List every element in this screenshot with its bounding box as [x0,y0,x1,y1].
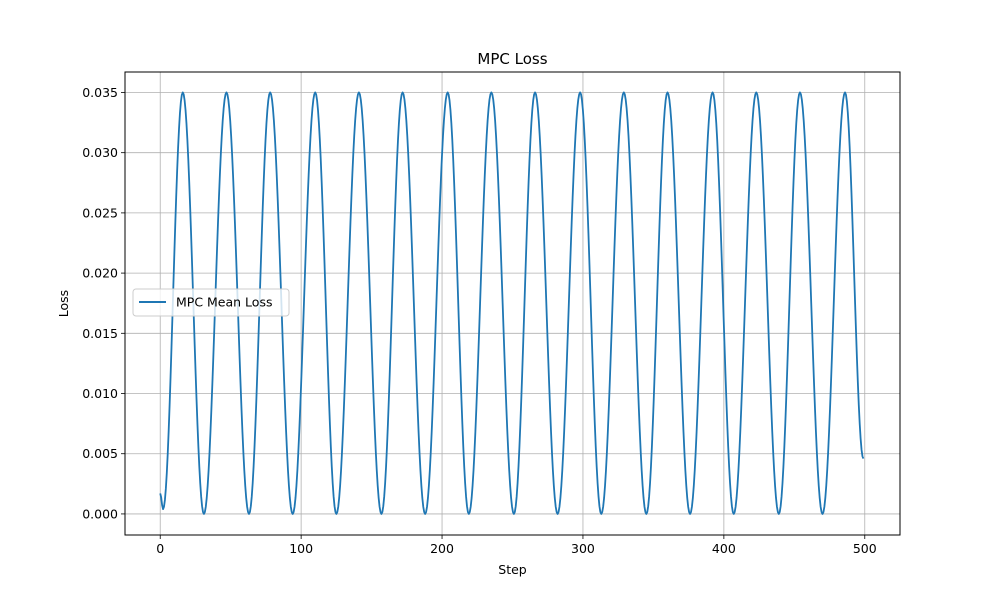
data-point [667,91,669,93]
chart-title: MPC Loss [477,50,547,68]
data-point [733,513,735,515]
data-point [844,91,846,93]
data-point [579,91,581,93]
x-axis: 0 100 200 300 400 500 [156,535,877,556]
data-point [755,91,757,93]
y-tick-label: 0.030 [82,145,118,160]
data-point [380,513,382,515]
data-point [822,513,824,515]
data-point [447,91,449,93]
data-point [314,91,316,93]
y-tick-label: 0.025 [82,205,118,220]
y-tick-label: 0.020 [82,266,118,281]
data-point [269,91,271,93]
data-point [799,91,801,93]
y-tick-label: 0.035 [82,85,118,100]
data-point [689,513,691,515]
x-tick-label: 400 [712,541,736,556]
x-tick-label: 500 [853,541,877,556]
data-point [513,513,515,515]
y-tick-label: 0.010 [82,386,118,401]
data-point [358,91,360,93]
data-point [862,458,864,460]
data-point [490,91,492,93]
data-point [402,91,404,93]
y-axis-label: Loss [56,290,71,317]
data-point [557,513,559,515]
legend-label-mpc-mean-loss: MPC Mean Loss [176,295,272,310]
data-point [159,492,161,494]
data-point [203,513,205,515]
data-point [182,91,184,93]
x-tick-label: 200 [430,541,454,556]
data-point [468,513,470,515]
data-point [225,91,227,93]
data-point [424,513,426,515]
data-point [534,91,536,93]
series-line-0 [159,91,865,515]
y-tick-label: 0.000 [82,506,118,521]
x-axis-label: Step [498,562,527,577]
plot-data [159,91,865,515]
data-point [712,91,714,93]
axes-frame [124,71,901,536]
y-tick-label: 0.005 [82,446,118,461]
y-tick-label: 0.015 [82,326,118,341]
y-axis: 0.000 0.005 0.010 0.015 0.020 0.025 0.030 0.035 [82,85,125,521]
data-point [292,513,294,515]
data-point [645,513,647,515]
x-tick-label: 100 [289,541,313,556]
data-point [778,513,780,515]
data-point [248,513,250,515]
data-point [162,508,164,510]
data-point [623,91,625,93]
data-point [600,513,602,515]
legend: MPC Mean Loss [132,288,290,317]
legend-box [132,288,290,317]
data-point [335,513,337,515]
x-tick-label: 300 [571,541,595,556]
x-tick-label: 0 [156,541,164,556]
